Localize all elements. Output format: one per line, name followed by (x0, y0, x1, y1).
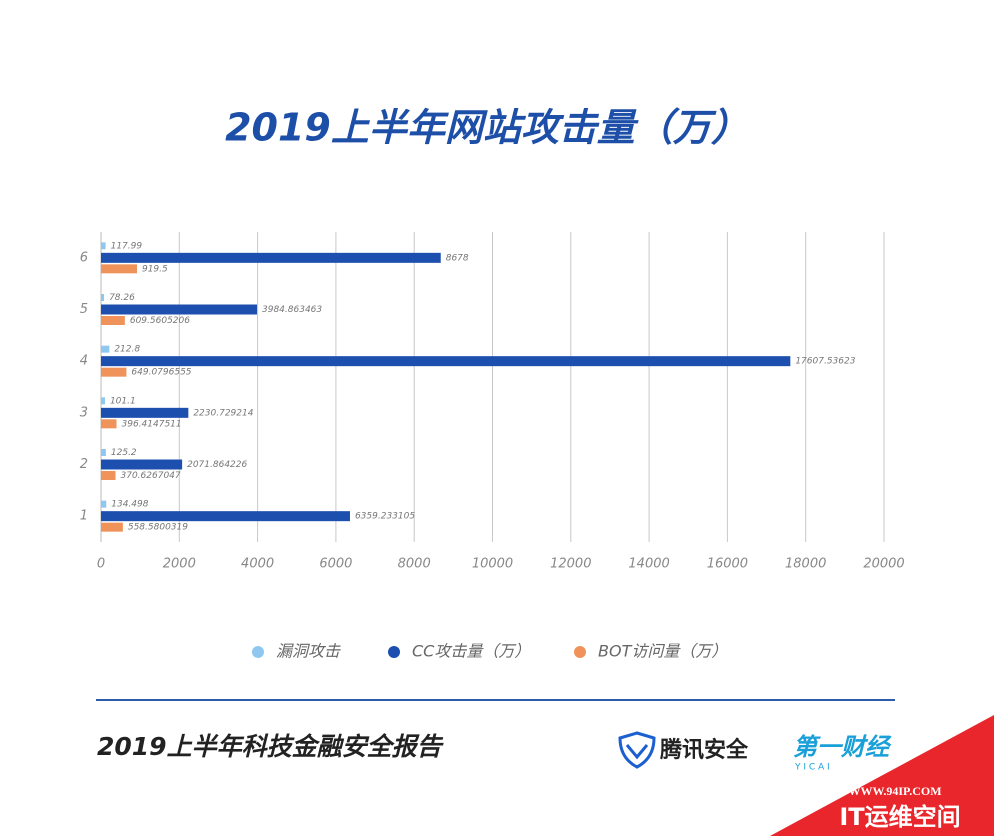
value-label: 558.5800319 (128, 523, 188, 533)
bar (101, 345, 110, 353)
value-label: 6359.233105 (355, 512, 415, 522)
bar (101, 449, 106, 456)
brand-yicai-sub: Y I C A I (794, 763, 830, 773)
value-label: 609.5605206 (130, 316, 190, 326)
chart-title: 2019上半年网站攻击量（万） (225, 106, 749, 150)
bar (101, 407, 189, 418)
legend-swatch (574, 646, 586, 658)
x-tick-label: 2000 (163, 557, 196, 572)
value-label: 3984.863463 (262, 305, 322, 315)
value-label: 17607.53623 (795, 357, 855, 367)
legend-label: CC攻击量（万） (412, 642, 530, 661)
x-tick-label: 0 (97, 557, 105, 572)
bar (101, 471, 116, 480)
x-tick-label: 8000 (398, 557, 431, 572)
tencent-logo (618, 731, 656, 769)
value-label: 919.5 (142, 264, 168, 274)
x-tick-label: 20000 (863, 557, 904, 572)
watermark-name: IT运维空间 (839, 803, 960, 831)
brand-tencent: 腾讯安全 (660, 737, 749, 763)
x-tick-label: 16000 (707, 557, 748, 572)
bar (101, 304, 258, 315)
footer-title: 2019上半年科技金融安全报告 (97, 732, 445, 761)
value-label: 125.2 (111, 448, 137, 458)
y-tick-label: 3 (80, 405, 88, 420)
watermark-bg (770, 715, 994, 836)
legend-swatch (252, 646, 264, 658)
value-label: 2071.864226 (187, 460, 247, 470)
value-label: 117.99 (111, 241, 143, 251)
value-label: 8678 (446, 253, 469, 263)
x-tick-label: 12000 (550, 557, 591, 572)
value-label: 212.8 (114, 345, 140, 355)
bar (101, 397, 105, 405)
legend-label: 漏洞攻击 (276, 642, 341, 661)
bar (101, 459, 183, 470)
value-label: 2230.729214 (193, 408, 253, 418)
y-tick-label: 6 (80, 250, 88, 265)
bar (101, 294, 105, 301)
y-tick-label: 5 (80, 302, 88, 317)
legend-label: BOT访问量（万） (598, 642, 727, 661)
x-tick-label: 6000 (319, 557, 352, 572)
y-tick-label: 1 (80, 509, 88, 524)
x-tick-label: 14000 (628, 557, 669, 572)
x-tick-label: 10000 (472, 557, 513, 572)
bar (101, 367, 127, 377)
bar (101, 242, 106, 250)
bar (101, 356, 791, 367)
legend-swatch (388, 646, 400, 658)
x-tick-label: 4000 (241, 557, 274, 572)
bar (101, 522, 123, 532)
y-tick-label: 2 (80, 457, 88, 472)
bar (101, 511, 350, 522)
x-tick-label: 18000 (785, 557, 826, 572)
value-label: 649.0796555 (131, 368, 191, 378)
value-label: 370.6267047 (121, 471, 181, 481)
value-label: 78.26 (109, 293, 135, 303)
bar (101, 252, 441, 263)
brand-yicai: 第一财经 (793, 733, 892, 761)
bar (101, 316, 125, 325)
value-label: 101.1 (110, 396, 136, 406)
bar (101, 264, 137, 274)
y-tick-label: 4 (80, 354, 88, 369)
watermark-url: WWW.94IP.COM (848, 784, 941, 798)
bar (101, 500, 107, 508)
value-label: 134.498 (111, 500, 148, 510)
bar (101, 419, 117, 429)
value-label: 396.4147511 (122, 419, 182, 429)
